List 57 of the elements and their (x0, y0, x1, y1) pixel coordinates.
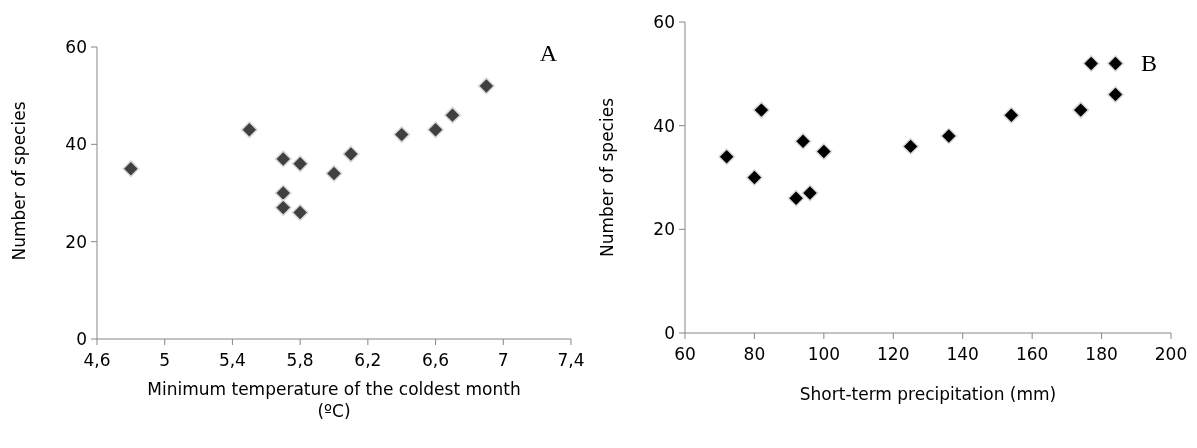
point (902, 137, 920, 155)
point (342, 145, 360, 163)
y-tick-label: 40 (653, 115, 675, 136)
y-tick-label: 60 (65, 36, 87, 57)
annotation: A (539, 40, 558, 66)
point (291, 155, 309, 173)
point (1002, 106, 1020, 124)
point (291, 203, 309, 221)
x-axis-title: Minimum temperature of the coldest month (ºC) (147, 379, 521, 421)
x-tick-label: 140 (946, 344, 979, 364)
point (443, 106, 462, 124)
point (427, 121, 445, 139)
x-tick-label: 100 (807, 344, 841, 364)
y-tick-label: 0 (664, 322, 675, 343)
x-tick-label: 4,6 (83, 350, 111, 370)
x-tick-label: 80 (743, 344, 766, 364)
x-tick-label: 6,2 (354, 350, 382, 370)
x-tick-label: 160 (1015, 344, 1049, 364)
x-tick-label: 5 (159, 350, 171, 370)
point (718, 148, 736, 166)
x-tick-label: 7 (497, 350, 509, 370)
point (794, 132, 812, 150)
point (274, 184, 292, 202)
y-tick-label: 0 (76, 328, 87, 349)
x-tick-label: 7,4 (557, 350, 585, 370)
point (940, 127, 958, 145)
point (1106, 54, 1124, 72)
point (240, 121, 258, 139)
x-tick-label: 120 (877, 344, 910, 364)
annotation: B (1140, 50, 1157, 76)
point (787, 189, 805, 207)
point (274, 150, 292, 168)
y-tick-label: 60 (653, 11, 675, 32)
point (752, 101, 770, 119)
x-tick-label: 200 (1154, 344, 1188, 364)
x-tick-label: 5,8 (286, 350, 314, 370)
x-tick-label: 6,6 (422, 350, 450, 370)
y-tick-label: 20 (653, 219, 675, 240)
x-tick-label: 60 (674, 344, 696, 364)
point (1082, 54, 1100, 72)
y-axis-title: Number of species (9, 101, 29, 261)
y-tick-label: 40 (65, 134, 87, 155)
x-axis-title: Short-term precipitation (mm) (799, 384, 1057, 404)
point (393, 126, 411, 144)
x-tick-label: 5,4 (218, 350, 246, 370)
point (274, 199, 292, 217)
point (1106, 86, 1124, 104)
point (477, 77, 495, 95)
point (122, 160, 140, 178)
x-tick-label: 180 (1085, 344, 1118, 364)
point (745, 168, 763, 187)
point (325, 165, 343, 183)
point (801, 184, 819, 202)
point (815, 143, 833, 161)
point (1072, 101, 1090, 119)
y-tick-label: 20 (65, 231, 87, 252)
y-axis-title: Number of species (597, 97, 617, 257)
